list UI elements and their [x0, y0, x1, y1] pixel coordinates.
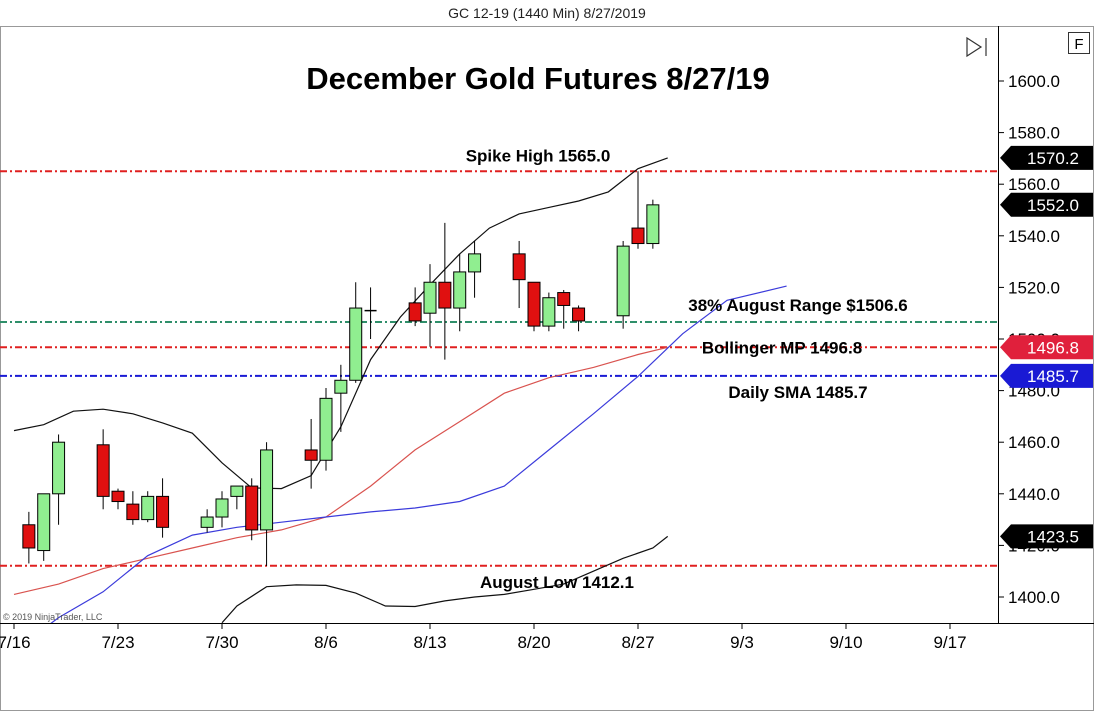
candle-body-2019-07-24	[126, 503, 140, 521]
x-tick-label-7: 9/3	[730, 633, 754, 652]
y-tick-label-9: 1580.0	[1008, 124, 1060, 143]
x-tick-label-8: 9/10	[829, 633, 862, 652]
y-tick-label-3: 1460.0	[1008, 433, 1060, 452]
chart-header-caption: GC 12-19 (1440 Min) 8/27/2019	[448, 5, 646, 21]
plot-border	[0, 26, 1094, 711]
level-label-0: Spike High 1565.0	[466, 146, 611, 165]
price-marker-0	[1000, 145, 1093, 170]
price-marker-4	[1000, 524, 1093, 549]
candle-body-2019-08-20	[527, 281, 541, 327]
chart-title: December Gold Futures 8/27/19	[306, 61, 769, 96]
candle-body-2019-08-15	[453, 271, 467, 309]
candle-body-2019-07-22	[96, 444, 110, 497]
y-tick-label-7: 1540.0	[1008, 227, 1060, 246]
indicator-lines	[13, 157, 787, 623]
price-marker-label-0: 1570.2	[1027, 149, 1079, 168]
price-marker-label-2: 1496.8	[1027, 338, 1079, 357]
candle-body-2019-08-23	[572, 307, 586, 322]
series-line-bollinger-upper	[13, 157, 668, 490]
candle-body-2019-08-02	[260, 449, 274, 531]
candle-body-2019-08-22	[557, 292, 571, 306]
candle-body-2019-08-01	[245, 485, 259, 531]
series-line-bollinger-lower	[221, 535, 669, 623]
candle-body-2019-07-23	[111, 490, 125, 503]
chart-svg: Spike High 1565.0 38% August Range $1506.…	[0, 26, 1094, 711]
candle-body-2019-07-30	[215, 498, 229, 518]
candle-body-2019-08-12	[408, 302, 422, 322]
level-label-4: August Low 1412.1	[480, 573, 634, 592]
price-marker-label-1: 1552.0	[1027, 196, 1079, 215]
level-label-2: Bollinger MP 1496.8	[702, 338, 862, 357]
x-tick-label-6: 8/27	[621, 633, 654, 652]
price-marker-label-3: 1485.7	[1027, 367, 1079, 386]
candle-body-2019-08-26	[616, 245, 630, 317]
candle-body-2019-07-18	[37, 493, 51, 552]
level-label-3: Daily SMA 1485.7	[728, 383, 867, 402]
price-markers: 1570.2 1552.0 1496.8 1485.7 1423.5	[1000, 145, 1093, 549]
x-tick-label-1: 7/23	[101, 633, 134, 652]
y-tick-label-10: 1600.0	[1008, 72, 1060, 91]
candle-body-2019-08-07	[334, 379, 348, 394]
level-lines	[0, 170, 998, 567]
price-marker-2	[1000, 335, 1093, 360]
x-tick-label-0: 7/16	[0, 633, 31, 652]
candle-body-2019-07-26	[156, 495, 170, 528]
series-line-bollinger-mid	[13, 346, 668, 595]
candle-body-2019-08-13	[423, 281, 437, 314]
y-tick-label-2: 1440.0	[1008, 485, 1060, 504]
price-marker-label-4: 1423.5	[1027, 527, 1079, 546]
candle-body-2019-08-05	[304, 449, 318, 461]
copyright-text: © 2019 NinjaTrader, LLC	[3, 612, 103, 622]
x-tick-label-9: 9/17	[933, 633, 966, 652]
price-marker-1	[1000, 192, 1093, 217]
candle-body-2019-08-21	[542, 297, 556, 327]
y-tick-label-8: 1560.0	[1008, 175, 1060, 194]
date-axis: 7/16 7/23 7/30 8/6 8/13 8/20 8/27 9/3 9/10 9/17	[0, 623, 967, 652]
panel-f-button-label: F	[1074, 36, 1083, 53]
candle-body-2019-07-19	[52, 441, 66, 495]
level-label-1: 38% August Range $1506.6	[688, 296, 908, 315]
x-tick-label-3: 8/6	[314, 633, 338, 652]
level-labels: Spike High 1565.0 38% August Range $1506.…	[466, 146, 908, 591]
candle-body-2019-08-06	[319, 397, 333, 461]
y-tick-label-6: 1520.0	[1008, 278, 1060, 297]
y-tick-label-0: 1400.0	[1008, 588, 1060, 607]
candle-body-2019-08-28	[646, 204, 660, 245]
series-line-sma	[50, 285, 787, 623]
x-tick-label-2: 7/30	[205, 633, 238, 652]
x-tick-label-5: 8/20	[517, 633, 550, 652]
candle-body-2019-08-19	[512, 253, 526, 281]
candle-body-2019-08-16	[468, 253, 482, 273]
chart-frame: Spike High 1565.0 38% August Range $1506.…	[0, 26, 1094, 711]
candle-body-2019-08-27	[631, 227, 645, 245]
candle-body-2019-07-17	[22, 524, 36, 549]
panel-f-button[interactable]: F	[1068, 32, 1090, 54]
candle-body-2019-07-29	[200, 516, 214, 528]
candle-body-2019-07-31	[230, 485, 244, 497]
candle-body-2019-08-08	[349, 307, 363, 381]
candle-body-2019-07-25	[141, 495, 155, 521]
candles	[22, 171, 660, 567]
candle-body-2019-08-14	[438, 281, 452, 309]
x-tick-label-4: 8/13	[413, 633, 446, 652]
price-marker-3	[1000, 363, 1093, 388]
scroll-to-end-icon[interactable]	[966, 36, 987, 58]
